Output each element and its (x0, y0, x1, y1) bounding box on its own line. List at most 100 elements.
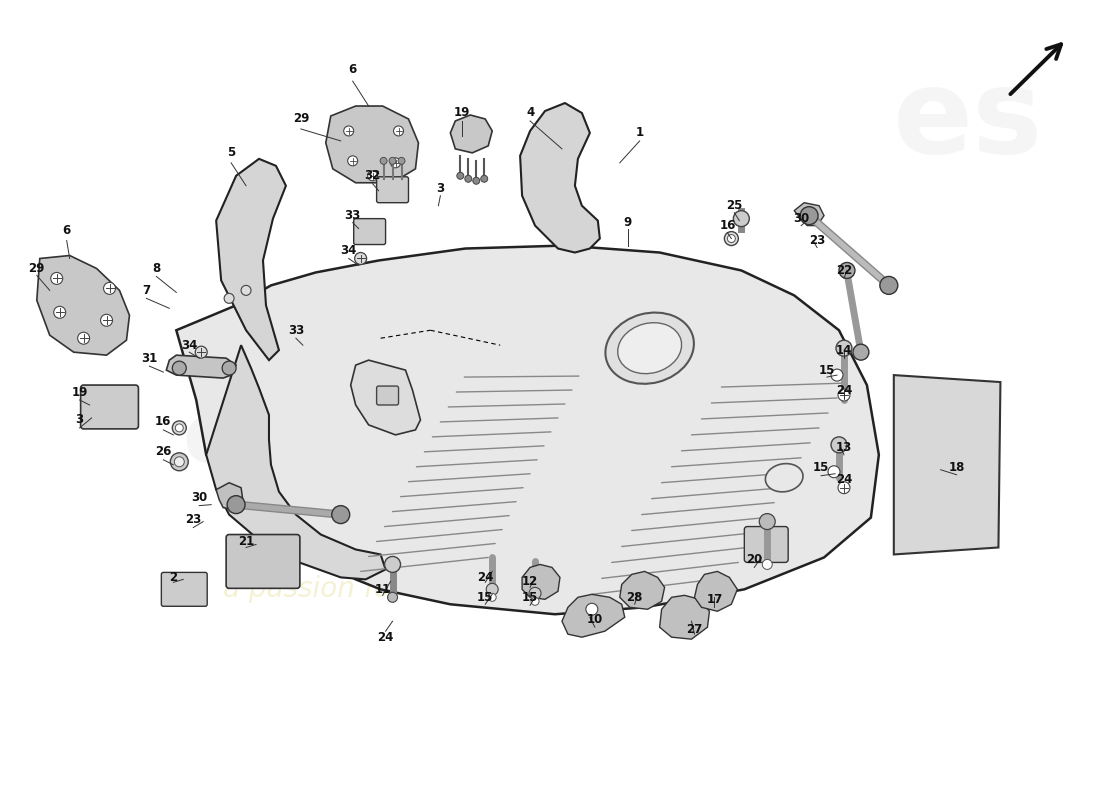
Circle shape (473, 178, 480, 184)
Text: 15: 15 (813, 462, 829, 474)
FancyBboxPatch shape (227, 534, 300, 588)
Polygon shape (894, 375, 1000, 554)
Text: 33: 33 (344, 209, 361, 222)
Circle shape (173, 361, 186, 375)
Text: 10: 10 (586, 613, 603, 626)
Circle shape (828, 466, 840, 478)
Text: 11: 11 (374, 583, 390, 596)
Circle shape (486, 583, 498, 595)
Text: 12: 12 (521, 575, 538, 588)
Circle shape (51, 273, 63, 285)
Text: 3: 3 (437, 182, 444, 195)
FancyBboxPatch shape (376, 177, 408, 202)
Circle shape (586, 603, 597, 615)
Text: 3: 3 (76, 414, 84, 426)
Circle shape (175, 424, 184, 432)
Text: 32: 32 (364, 170, 381, 182)
Circle shape (173, 421, 186, 435)
Ellipse shape (605, 313, 694, 384)
Text: 29: 29 (293, 113, 309, 126)
Circle shape (224, 294, 234, 303)
Text: 14: 14 (836, 344, 852, 357)
Text: 4: 4 (526, 106, 535, 119)
Polygon shape (660, 595, 710, 639)
Ellipse shape (766, 464, 803, 492)
Circle shape (734, 210, 749, 226)
Circle shape (839, 262, 855, 278)
Text: 19: 19 (454, 106, 471, 119)
Text: 8: 8 (152, 262, 161, 275)
Circle shape (367, 170, 377, 181)
Circle shape (762, 559, 772, 570)
Polygon shape (450, 115, 492, 153)
Text: 20: 20 (746, 553, 762, 566)
Text: 18: 18 (948, 462, 965, 474)
Circle shape (465, 175, 472, 182)
Text: 6: 6 (349, 62, 356, 76)
Circle shape (385, 557, 400, 572)
Circle shape (800, 206, 818, 225)
Text: 34: 34 (182, 338, 197, 352)
Text: 15: 15 (818, 364, 835, 377)
Text: 6: 6 (63, 224, 70, 237)
Circle shape (529, 587, 541, 599)
Text: 23: 23 (185, 513, 201, 526)
Polygon shape (794, 202, 824, 226)
Text: 5: 5 (227, 146, 235, 159)
Circle shape (838, 482, 850, 494)
Text: 15: 15 (477, 591, 494, 604)
Circle shape (354, 253, 366, 265)
Polygon shape (520, 103, 600, 253)
Circle shape (381, 158, 387, 164)
Polygon shape (166, 355, 236, 378)
Text: 24: 24 (477, 571, 494, 584)
Circle shape (838, 389, 850, 401)
Text: 17: 17 (706, 593, 723, 606)
Ellipse shape (618, 322, 682, 374)
Circle shape (830, 437, 847, 453)
Text: 29: 29 (29, 262, 45, 275)
Circle shape (241, 286, 251, 295)
Circle shape (389, 158, 396, 164)
Text: 27: 27 (686, 622, 703, 636)
Text: 9: 9 (624, 216, 631, 229)
Circle shape (836, 340, 851, 356)
Text: 31: 31 (141, 352, 157, 365)
Circle shape (54, 306, 66, 318)
Circle shape (170, 453, 188, 470)
Text: 7: 7 (142, 284, 151, 297)
Circle shape (348, 156, 358, 166)
FancyBboxPatch shape (745, 526, 789, 562)
Polygon shape (217, 159, 286, 360)
Text: 30: 30 (191, 491, 207, 504)
Text: a passion for lamborghini since 1985: a passion for lamborghini since 1985 (223, 575, 737, 603)
Text: 19: 19 (72, 386, 88, 398)
Text: 24: 24 (836, 383, 852, 397)
Text: 21: 21 (238, 535, 254, 548)
Text: 34: 34 (341, 244, 356, 257)
FancyBboxPatch shape (162, 572, 207, 606)
Circle shape (725, 231, 738, 246)
Circle shape (880, 277, 898, 294)
FancyBboxPatch shape (376, 386, 398, 405)
Circle shape (394, 126, 404, 136)
Polygon shape (694, 571, 737, 611)
Text: 13: 13 (836, 442, 852, 454)
Circle shape (852, 344, 869, 360)
Text: 28: 28 (627, 591, 642, 604)
Circle shape (456, 172, 464, 179)
Polygon shape (176, 246, 879, 614)
Circle shape (174, 457, 185, 466)
Polygon shape (619, 571, 664, 610)
Circle shape (759, 514, 775, 530)
Text: 22: 22 (836, 264, 852, 277)
Text: europeparts: europeparts (183, 398, 779, 482)
Circle shape (195, 346, 207, 358)
Polygon shape (351, 360, 420, 435)
Circle shape (343, 126, 354, 136)
Circle shape (332, 506, 350, 523)
Text: 30: 30 (793, 212, 810, 225)
Circle shape (531, 598, 539, 606)
Text: 2: 2 (169, 571, 177, 584)
Text: 26: 26 (155, 446, 172, 458)
